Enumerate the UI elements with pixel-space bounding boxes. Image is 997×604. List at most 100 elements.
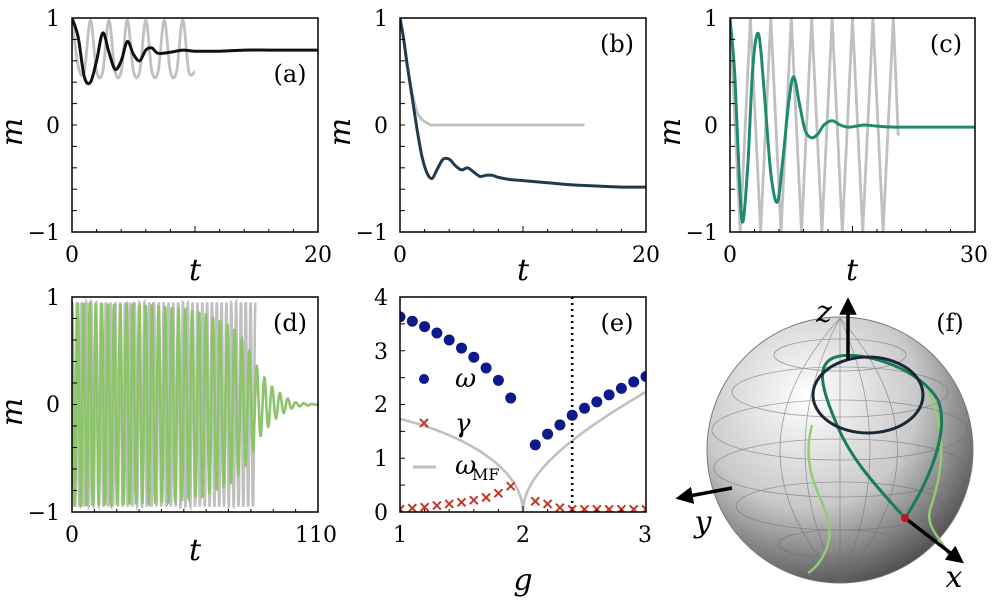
panel-e-xtick-1: 1: [393, 523, 407, 548]
panel-e-ytick-0: 0: [374, 501, 388, 526]
panel-e-omega-point: [431, 327, 443, 339]
panel-e-ytick-1: 1: [374, 447, 388, 472]
panel-e-omega-point: [579, 402, 590, 414]
panel-e-omega-point: [419, 321, 431, 333]
panel-a-ytick-top: 1: [46, 7, 60, 32]
panel-c-label: (c): [930, 30, 962, 58]
panel-c-ytick-top: 1: [704, 7, 718, 32]
panel-e-ticks: [399, 296, 647, 513]
panel-e-gamma-point: [456, 497, 467, 508]
panel-d-label: (d): [273, 309, 307, 337]
panel-e-omega-point: [615, 382, 627, 394]
panel-b-series: [400, 18, 646, 189]
panel-a: 1 0 −1 0 20 t m (a): [0, 7, 332, 288]
panel-d-ytick-top: 1: [46, 286, 60, 311]
panel-b-ytick-mid: 0: [374, 114, 388, 139]
panel-e-ytick-2: 2: [374, 393, 388, 418]
panel-e-omega-point: [603, 389, 615, 401]
panel-b-xtick-left: 0: [393, 243, 407, 268]
panel-e-gamma-point: [530, 496, 541, 506]
panel-e-gamma-point: [419, 502, 430, 512]
panel-e-gamma-point: [505, 481, 516, 491]
panel-c-ticks: [729, 17, 976, 233]
z-axis-label: z: [815, 295, 832, 330]
panel-d: 1 0 −1 0 110 t m (d): [0, 286, 337, 568]
panel-d-ytick-bottom: −1: [28, 501, 60, 526]
panel-f: z y x (f): [675, 295, 974, 595]
panel-c-ytick-mid: 0: [704, 114, 718, 139]
panel-e-gamma-point: [432, 500, 442, 511]
panel-c-ylabel: m: [653, 118, 688, 146]
panel-b-xtick-right: 20: [632, 243, 660, 268]
panel-e-omega-point: [480, 362, 492, 374]
panel-b-ylabel: m: [323, 118, 358, 146]
panel-e-label: (e): [601, 309, 634, 337]
y-axis-label: y: [693, 505, 713, 540]
panel-c: 1 0 −1 0 30 t m (c): [653, 7, 988, 288]
panel-e-gamma-point: [469, 495, 479, 505]
panel-b-ytick-top: 1: [374, 7, 388, 32]
panel-a-xtick-left: 0: [65, 243, 79, 268]
panel-f-label: (f): [936, 309, 964, 337]
x-axis-arrow: [903, 516, 964, 564]
panel-e-omega-point: [443, 334, 455, 346]
panel-c-series-exact: [730, 18, 975, 224]
panel-e-ytick-4: 4: [374, 286, 388, 311]
panel-e-gamma-point: [444, 499, 454, 509]
legend-gamma-marker: [419, 418, 429, 428]
panel-a-label: (a): [273, 60, 306, 88]
panel-c-xtick-left: 0: [723, 243, 737, 268]
panel-a-series-mean-field: [72, 18, 196, 80]
panel-c-ytick-bottom: −1: [686, 221, 718, 246]
panel-d-xtick-right: 110: [295, 523, 337, 548]
panel-d-xlabel: t: [189, 533, 202, 568]
legend-omega-mf-label: ω: [455, 451, 476, 481]
panel-c-xlabel: t: [846, 253, 859, 288]
panel-c-series: [730, 18, 975, 232]
panel-a-series-exact: [72, 18, 318, 86]
panel-d-ylabel: m: [0, 398, 30, 426]
sphere-grid: [711, 317, 969, 584]
panel-e-omega-point: [529, 439, 541, 451]
panel-e-legend: ω γ ω MF: [413, 364, 499, 484]
panel-e-xlabel: g: [513, 563, 532, 598]
panel-e-ytick-3: 3: [374, 340, 388, 365]
panel-e-gamma-point: [542, 499, 553, 509]
panel-a-ylabel: m: [0, 118, 30, 146]
panel-c-xtick-right: 30: [960, 243, 988, 268]
panel-d-series: [72, 297, 318, 512]
panel-b-ticks: [399, 17, 647, 233]
panel-e-omega-point: [505, 392, 517, 404]
panel-d-xtick-left: 0: [65, 523, 79, 548]
panel-a-xlabel: t: [189, 253, 202, 288]
panel-e-omega-point: [628, 376, 640, 388]
panel-e-series-omega-mf-upper: [521, 390, 646, 512]
panel-c-series-mean-field: [730, 18, 900, 232]
panel-e-omega-point: [456, 342, 467, 354]
y-axis-arrow: [675, 486, 733, 504]
panel-e-xtick-2: 2: [516, 523, 530, 548]
initial-state-point: [901, 514, 909, 522]
trajectory-dark-loop: [811, 355, 925, 435]
trajectory-green: [821, 353, 943, 519]
panel-e-series-omega-mf-lower: [400, 417, 525, 512]
panel-e: 4 3 2 1 0 1 2 3 g (e) ω γ ω MF: [374, 286, 652, 598]
panel-b-series-exact: [400, 18, 646, 189]
panel-b-series-mean-field: [400, 18, 585, 127]
panel-a-ytick-mid: 0: [46, 114, 60, 139]
trajectory-light-left: [807, 424, 831, 575]
panel-a-xtick-right: 20: [304, 243, 332, 268]
panel-d-ytick-mid: 0: [46, 393, 60, 418]
panel-d-series-exact: [72, 300, 318, 511]
panel-b-xlabel: t: [517, 253, 530, 288]
panel-e-omega-point: [406, 315, 418, 327]
panel-a-ytick-bottom: −1: [28, 221, 60, 246]
panel-e-gamma-point: [481, 492, 491, 503]
panel-e-gamma-point: [493, 488, 504, 498]
panel-e-omega-point: [640, 371, 646, 383]
panel-d-ticks: [71, 296, 319, 513]
panel-e-gamma-point: [407, 503, 418, 512]
panel-a-series: [72, 18, 318, 86]
panel-b-label: (b): [600, 30, 634, 58]
